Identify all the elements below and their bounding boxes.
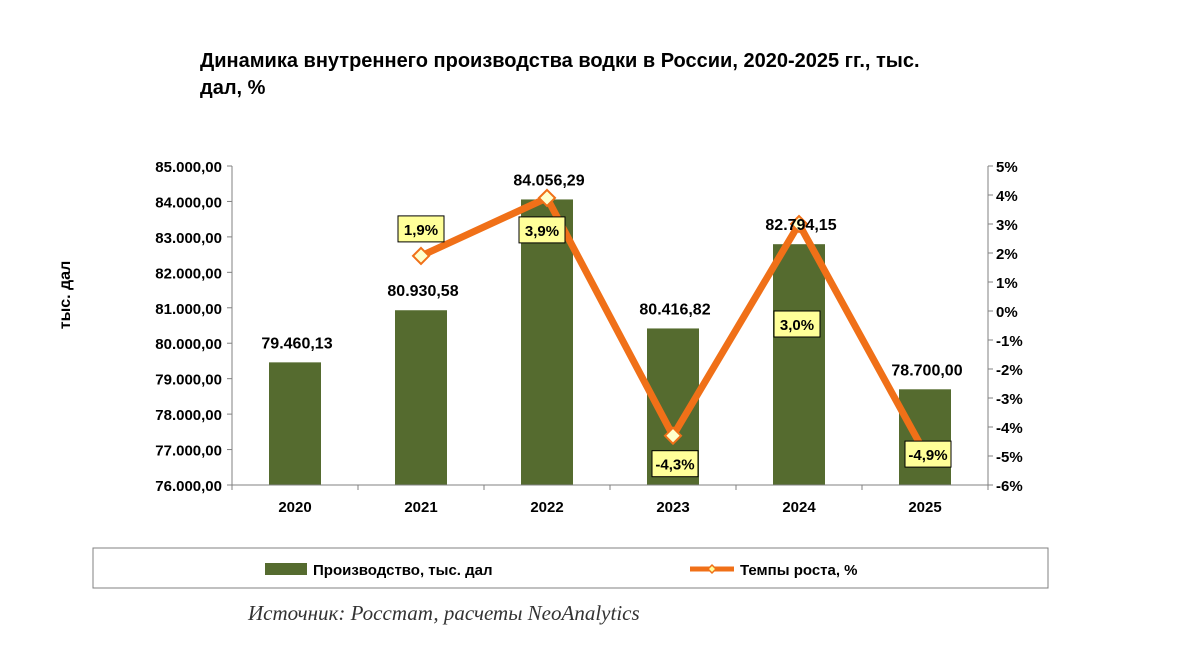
- y-right-tick-label: 0%: [996, 304, 1018, 321]
- growth-marker-2021: [411, 246, 431, 266]
- y-right-tick-label: -3%: [996, 391, 1023, 408]
- growth-label-2024: 3,0%: [780, 317, 814, 334]
- growth-label-2022: 3,9%: [525, 223, 559, 240]
- growth-label-box-2021: [397, 215, 445, 243]
- y-left-tick-label: 85.000,00: [155, 159, 222, 176]
- bar-value-label-2024: 82.794,15: [765, 217, 836, 234]
- y-right-tick-label: 4%: [996, 188, 1018, 205]
- y-left-tick-label: 82.000,00: [155, 265, 222, 282]
- growth-label-2023: -4,3%: [655, 457, 694, 474]
- legend-bar-swatch: [265, 563, 307, 575]
- bar-2020: [269, 362, 321, 485]
- growth-marker-2024: [789, 214, 809, 234]
- x-tick-label-2025: 2025: [908, 499, 941, 516]
- x-tick-label-2020: 2020: [278, 499, 311, 516]
- y-right-tick-label: -6%: [996, 478, 1023, 495]
- legend-line-marker: [706, 563, 718, 575]
- growth-marker-2022: [537, 188, 557, 208]
- bar-2025: [899, 389, 951, 485]
- legend-line-label: Темпы роста, %: [740, 562, 858, 579]
- y-right-tick-label: -1%: [996, 333, 1023, 350]
- chart-title-line-2: дал, %: [200, 77, 266, 99]
- bar-value-label-2023: 80.416,82: [639, 301, 710, 318]
- bar-value-label-2020: 79.460,13: [261, 335, 332, 352]
- y-left-tick-label: 80.000,00: [155, 336, 222, 353]
- growth-label-box-2022: [518, 216, 566, 244]
- source-note: Источник: Росстат, расчеты NeoAnalytics: [247, 601, 640, 625]
- bar-value-label-2022: 84.056,29: [513, 172, 584, 189]
- legend-box: [92, 547, 1049, 589]
- bar-2021: [395, 310, 447, 485]
- legend-bar-label: Производство, тыс. дал: [313, 562, 493, 579]
- y-left-tick-label: 84.000,00: [155, 194, 222, 211]
- y-left-tick-label: 76.000,00: [155, 478, 222, 495]
- data-labels-layer: 79.460,13 80.930,58 84.056,29 80.416,82 82.7…: [261, 172, 963, 478]
- y-right-tick-label: -2%: [996, 362, 1023, 379]
- legend: Производство, тыс. дал Темпы роста, %: [92, 547, 1049, 589]
- y-left-tick-label: 83.000,00: [155, 230, 222, 247]
- bar-value-label-2025: 78.700,00: [891, 362, 962, 379]
- y-left-tick-label: 77.000,00: [155, 443, 222, 460]
- x-tick-label-2021: 2021: [404, 499, 437, 516]
- growth-label-2021: 1,9%: [404, 222, 438, 239]
- y-right-tick-label: 1%: [996, 275, 1018, 292]
- bar-2022: [521, 199, 573, 485]
- x-tick-label-2022: 2022: [530, 499, 563, 516]
- y-left-tick-label: 78.000,00: [155, 407, 222, 424]
- bar-value-label-2021: 80.930,58: [387, 283, 458, 300]
- x-tick-label-2023: 2023: [656, 499, 689, 516]
- chart-title-line-1: Динамика внутреннего производства водки …: [200, 50, 920, 72]
- x-tick-label-2024: 2024: [782, 499, 816, 516]
- y-left-tick-label: 81.000,00: [155, 301, 222, 318]
- y-left-tick-label: 79.000,00: [155, 372, 222, 389]
- y-right-tick-label: -5%: [996, 449, 1023, 466]
- growth-label-box-2024: [773, 310, 821, 338]
- growth-label-box-2025: [904, 440, 952, 468]
- y-axis-left-label: тыс. дал: [57, 261, 74, 330]
- growth-label-box-2023: [651, 450, 699, 478]
- axes-layer: 76.000,00 77.000,00 78.000,00 79.000,00 80.0…: [155, 159, 1022, 516]
- growth-label-2025: -4,9%: [908, 447, 947, 464]
- chart-title: Динамика внутреннего производства водки …: [200, 50, 920, 99]
- y-right-tick-label: 2%: [996, 246, 1018, 263]
- bar-2024: [773, 244, 825, 485]
- growth-marker-2023: [663, 426, 683, 446]
- y-right-tick-label: -4%: [996, 420, 1023, 437]
- bars-layer: [269, 199, 951, 485]
- y-right-tick-label: 3%: [996, 217, 1018, 234]
- y-right-tick-label: 5%: [996, 159, 1018, 176]
